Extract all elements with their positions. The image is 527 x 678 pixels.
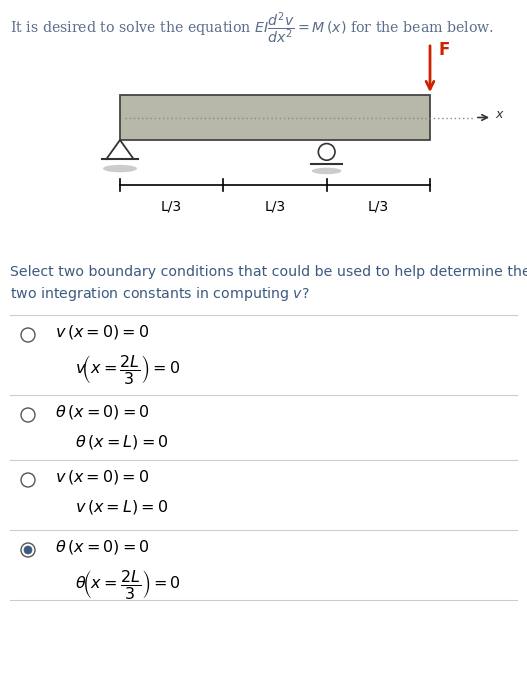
Text: $\theta\,(x=0) = 0$: $\theta\,(x=0) = 0$ — [55, 538, 150, 556]
Text: L/3: L/3 — [368, 199, 389, 213]
Text: L/3: L/3 — [161, 199, 182, 213]
Text: Select two boundary conditions that could be used to help determine the: Select two boundary conditions that coul… — [10, 265, 527, 279]
Ellipse shape — [312, 167, 341, 174]
Text: $v\,(x=0) = 0$: $v\,(x=0) = 0$ — [55, 323, 150, 341]
Text: $v\,(x = L) = 0$: $v\,(x = L) = 0$ — [75, 498, 168, 516]
Text: $\theta\,(x=0) = 0$: $\theta\,(x=0) = 0$ — [55, 403, 150, 421]
Text: $v\,(x=0) = 0$: $v\,(x=0) = 0$ — [55, 468, 150, 486]
Circle shape — [21, 473, 35, 487]
Circle shape — [21, 328, 35, 342]
Bar — [120, 95, 430, 140]
Circle shape — [21, 408, 35, 422]
Text: L/3: L/3 — [265, 199, 286, 213]
Circle shape — [21, 543, 35, 557]
Text: $v\!\left(x = \dfrac{2L}{3}\right) = 0$: $v\!\left(x = \dfrac{2L}{3}\right) = 0$ — [75, 353, 181, 386]
Text: two integration constants in computing $v$?: two integration constants in computing $… — [10, 285, 310, 303]
Circle shape — [24, 546, 32, 554]
Text: It is desired to solve the equation $EI\dfrac{d^2v}{dx^2} = M\,(x)$ for the beam: It is desired to solve the equation $EI\… — [10, 10, 494, 45]
Text: $\theta\!\left(x = \dfrac{2L}{3}\right) = 0$: $\theta\!\left(x = \dfrac{2L}{3}\right) … — [75, 568, 181, 601]
Text: $x$: $x$ — [495, 108, 505, 121]
Text: F: F — [438, 41, 450, 59]
Circle shape — [318, 144, 335, 160]
Ellipse shape — [103, 165, 137, 172]
Text: $\theta\,(x = L) = 0$: $\theta\,(x = L) = 0$ — [75, 433, 169, 451]
